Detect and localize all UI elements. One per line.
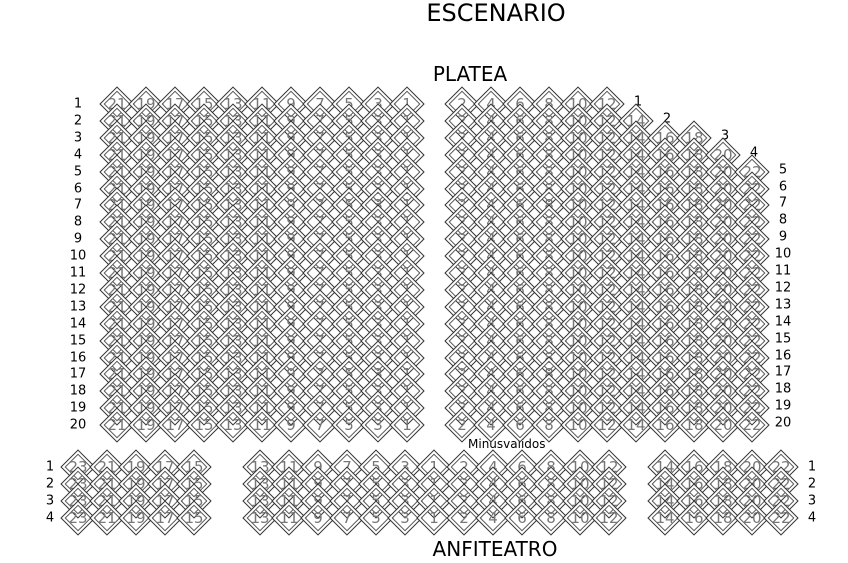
row-label: 12: [69, 282, 87, 298]
row-label: 12: [774, 280, 792, 296]
seat-number: 15: [194, 415, 214, 434]
seat-number: 16: [684, 508, 704, 527]
seat-number: 19: [126, 508, 146, 527]
row-label: 8: [73, 214, 83, 230]
seat-number: 9: [286, 415, 296, 434]
row-label: 4: [73, 147, 83, 163]
seat-number: 15: [184, 508, 204, 527]
seat-number: 5: [371, 508, 381, 527]
row-label: 17: [69, 366, 87, 382]
row-label: 13: [774, 297, 792, 313]
seat-number: 1: [402, 415, 412, 434]
row-label: 16: [774, 348, 792, 363]
seat-number: 3: [373, 415, 383, 434]
row-label: 18: [69, 383, 87, 399]
seat-number: 14: [626, 415, 646, 434]
row-label: 10: [774, 246, 792, 262]
row-label: 15: [774, 331, 792, 347]
seat-number: 14: [655, 508, 675, 527]
seat-number: 10: [570, 508, 590, 527]
row-label: 11: [774, 263, 792, 279]
seat-number: 19: [136, 415, 156, 434]
row-label: 7: [73, 197, 83, 213]
seat-number: 2: [457, 415, 467, 434]
seat-number: 9: [313, 508, 323, 527]
row-label: 20: [774, 415, 792, 431]
seat-number: 6: [517, 508, 527, 527]
row-label: 9: [73, 231, 83, 247]
row-label: 9: [778, 229, 788, 245]
seat-number: 7: [342, 508, 352, 527]
seat-number: 20: [713, 415, 733, 434]
row-label: 8: [778, 212, 788, 228]
row-label: 6: [778, 179, 788, 194]
seat-number: 13: [250, 508, 270, 527]
row-label: 2: [662, 111, 672, 127]
seat-number: 18: [684, 415, 704, 434]
stage-label: ESCENARIO: [426, 0, 566, 27]
seat-number: 23: [68, 508, 88, 527]
row-label: 4: [749, 145, 759, 161]
row-label: 3: [45, 493, 55, 509]
seat-number: 10: [568, 415, 588, 434]
row-label: 1: [45, 459, 55, 475]
row-label: 17: [774, 364, 792, 380]
seat-number: 12: [599, 508, 619, 527]
row-label: 1: [73, 96, 83, 112]
row-label: 10: [69, 248, 87, 264]
row-label: 4: [45, 510, 55, 526]
row-label: 6: [73, 181, 83, 196]
seat-number: 3: [400, 508, 410, 527]
seat-number: 5: [344, 415, 354, 434]
seat-number: 22: [742, 415, 762, 434]
seat-number: 17: [165, 415, 185, 434]
row-label: 5: [73, 164, 83, 180]
row-label: 2: [807, 476, 817, 492]
seat-number: 12: [597, 415, 617, 434]
row-label: 11: [69, 265, 87, 281]
row-label: 16: [69, 350, 87, 365]
seat-number: 11: [279, 508, 299, 527]
row-label: 5: [778, 162, 788, 178]
seat-number: 7: [315, 415, 325, 434]
row-label: 2: [73, 113, 83, 129]
seat-number: 13: [223, 415, 243, 434]
row-label: 3: [73, 130, 83, 146]
seat-number: 20: [742, 508, 762, 527]
platea-title: PLATEA: [432, 62, 508, 86]
row-label: 20: [69, 417, 87, 433]
seat-number: 22: [771, 508, 791, 527]
seat-number: 4: [488, 508, 498, 527]
row-label: 18: [774, 381, 792, 397]
seat-number: 2: [459, 508, 469, 527]
seat-number: 21: [97, 508, 117, 527]
row-label: 19: [774, 398, 792, 414]
row-label: 14: [69, 316, 87, 332]
row-label: 19: [69, 400, 87, 416]
row-label: 2: [45, 476, 55, 492]
row-label: 7: [778, 195, 788, 211]
row-label: 3: [720, 128, 730, 144]
seat-number: 4: [486, 415, 496, 434]
row-label: 4: [807, 510, 817, 526]
row-label: 15: [69, 333, 87, 349]
seat-number: 8: [546, 508, 556, 527]
accessible-seating-label: Minusvalidos: [468, 437, 546, 451]
seat-number: 1: [429, 508, 439, 527]
row-label: 1: [807, 459, 817, 475]
seat-number: 18: [713, 508, 733, 527]
anfiteatro-title: ANFITEATRO: [432, 537, 558, 561]
seat-number: 16: [655, 415, 675, 434]
seat-number: 11: [252, 415, 272, 434]
seat-number: 17: [155, 508, 175, 527]
seat-number: 21: [107, 415, 127, 434]
seat-number: 6: [515, 415, 525, 434]
row-label: 1: [633, 94, 643, 110]
row-label: 3: [807, 493, 817, 509]
row-label: 13: [69, 299, 87, 315]
seat-number: 8: [544, 415, 554, 434]
row-label: 14: [774, 314, 792, 330]
